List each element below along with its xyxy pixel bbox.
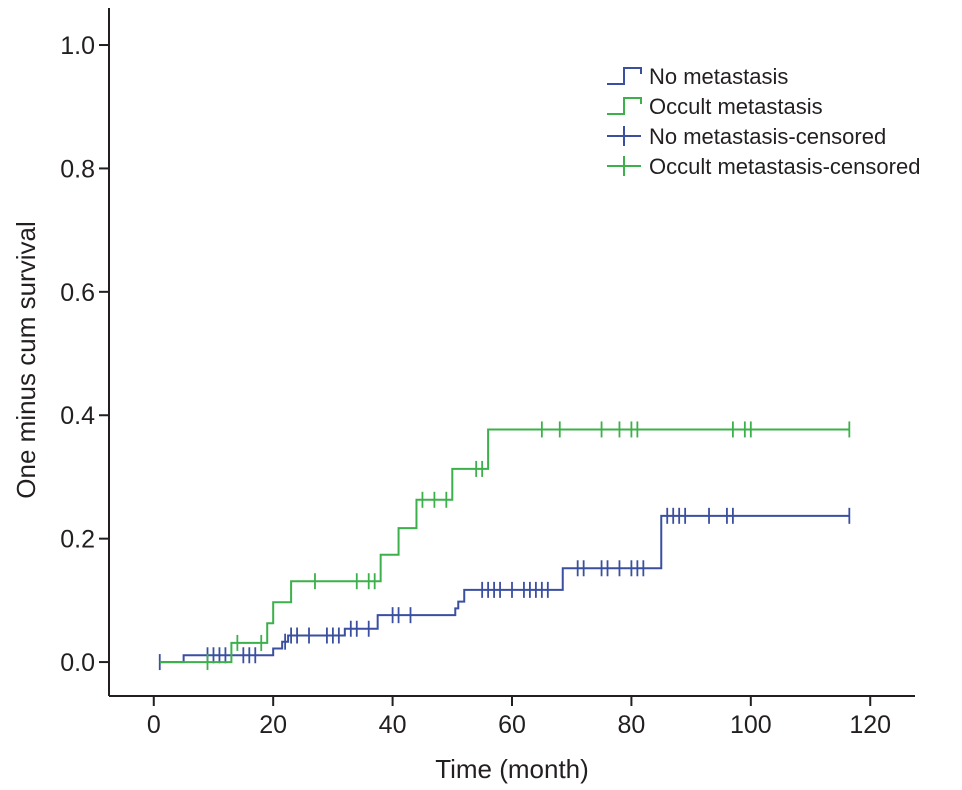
ticks: 0 20 40 60 80 100 120 0.0 0.2 0.4 0.6 0.8 1.0 [60, 32, 891, 739]
x-tick-label: 120 [849, 711, 891, 739]
legend-label: Occult metastasis-censored [649, 154, 920, 179]
x-tick-label: 40 [379, 711, 407, 739]
legend-label: Occult metastasis [649, 94, 823, 119]
legend-item: Occult metastasis-censored [607, 154, 920, 179]
y-axis-title: One minus cum survival [11, 221, 41, 498]
legend-item: Occult metastasis [607, 94, 823, 119]
series [158, 421, 851, 671]
y-tick-label: 0.2 [60, 526, 95, 554]
legend-step-swatch [607, 97, 642, 115]
legend: No metastasis Occult metastasis No metasta… [607, 64, 920, 179]
y-tick-label: 0.8 [60, 155, 95, 183]
x-tick-label: 20 [259, 711, 287, 739]
x-axis-title: Time (month) [435, 754, 589, 784]
y-tick-label: 0.4 [60, 402, 95, 430]
y-tick-label: 0.0 [60, 649, 95, 677]
y-tick-label: 0.6 [60, 279, 95, 307]
series-line [159, 514, 850, 664]
y-tick-label: 1.0 [60, 32, 95, 60]
legend-label: No metastasis [649, 64, 788, 89]
series-line [159, 428, 850, 664]
series-no-metastasis [158, 507, 851, 671]
x-tick-label: 100 [730, 711, 772, 739]
x-tick-label: 60 [498, 711, 526, 739]
legend-item: No metastasis-censored [607, 124, 886, 149]
legend-item: No metastasis [607, 64, 788, 89]
legend-label: No metastasis-censored [649, 124, 886, 149]
x-tick-label: 80 [618, 711, 646, 739]
x-tick-label: 0 [147, 711, 161, 739]
legend-step-swatch [607, 67, 642, 85]
series-occult-metastasis [159, 421, 851, 671]
